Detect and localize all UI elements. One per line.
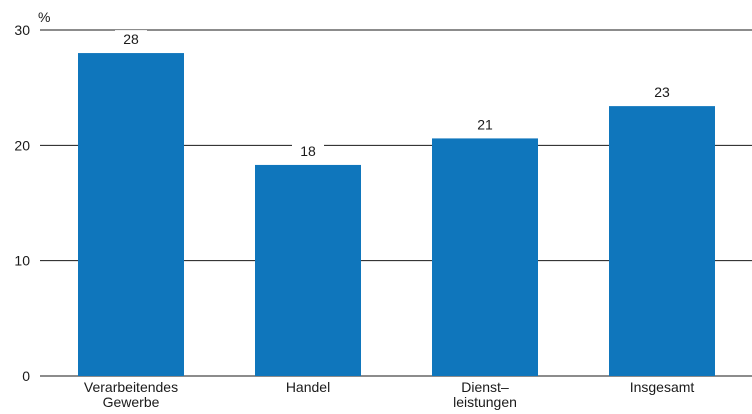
data-label: 21	[477, 116, 493, 132]
y-axis-unit-label: %	[38, 9, 50, 25]
data-label-backdrop	[292, 141, 324, 160]
x-tick-label: leistungen	[453, 394, 517, 410]
bar	[255, 164, 361, 376]
unit-label-backdrop	[36, 8, 56, 26]
y-tick-label: 20	[14, 137, 30, 153]
x-tick-label: Verarbeitendes	[84, 379, 178, 395]
data-label: 28	[123, 31, 139, 47]
x-tick-label: Handel	[286, 379, 330, 395]
data-label: 23	[654, 84, 670, 100]
data-label-backdrop	[469, 115, 501, 134]
x-tick-label: Gewerbe	[103, 394, 160, 410]
data-label: 18	[300, 143, 316, 159]
bar	[609, 106, 715, 377]
x-tick-label: Insgesamt	[630, 379, 695, 395]
x-tick-label: Dienst–	[461, 379, 509, 395]
bars	[78, 53, 715, 377]
bar	[78, 53, 184, 377]
data-label-backdrop	[115, 30, 147, 49]
y-tick-label: 10	[14, 253, 30, 269]
data-label-backdrop	[646, 83, 678, 102]
y-tick-label: 30	[14, 22, 30, 38]
y-tick-label: 0	[22, 368, 30, 384]
bar	[432, 138, 538, 376]
